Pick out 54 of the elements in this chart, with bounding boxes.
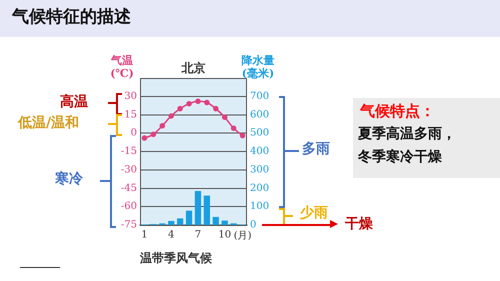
text: 高温 [60,94,88,110]
y-tick-label: 0 [130,128,137,139]
y-axis-title: 气温 (℃) [110,54,134,80]
y2-tick-label: 500 [250,128,270,139]
y-tick-label: -60 [120,201,137,212]
x-tick-label: 1 [141,230,148,241]
text: 夏季高温多雨， [358,126,456,142]
text: 气候特点： [360,102,435,120]
y2-tick-label: 700 [250,90,270,102]
text: 低温/温和 [18,115,80,131]
bar [222,220,228,225]
point [195,98,201,104]
y-tick-label: 30 [124,90,137,102]
point [142,135,148,141]
text: 干燥 [345,216,373,232]
text: 多雨 [302,141,330,157]
text: 寒冷 [55,171,83,187]
point [150,132,156,138]
text: 温带季风气候 [140,251,212,265]
chart-title: 北京 [180,61,206,76]
text: 气候特征的描述 [12,7,131,27]
point [230,125,236,131]
y2-tick-label: 100 [250,201,270,212]
point [213,106,219,112]
x-tick-label: 4 [168,230,174,241]
x-tick-label: 7 [194,230,202,241]
x-tick-label: 10 [218,230,232,241]
y-tick-label: -75 [120,220,137,231]
point [240,132,246,138]
y-tick-label: -15 [120,146,137,158]
bar [194,191,202,225]
bar [186,210,192,225]
text: 冬季寒冷干燥 [358,149,442,165]
x-axis-title: (月) [234,230,252,242]
y2-tick-label: 400 [250,146,270,158]
point [186,100,192,106]
y-tick-label: 15 [124,109,137,120]
y2-tick-label: 300 [250,164,270,176]
point [177,106,183,112]
point [222,114,228,120]
bar [177,218,184,225]
point [168,113,174,119]
point [204,100,210,106]
bar [204,196,210,225]
point [160,123,166,129]
y2-axis-title: 降水量 (毫米) [242,54,274,80]
text: 少雨 [300,205,328,221]
bar [168,220,174,225]
bar [212,216,219,225]
y2-tick-label: 0 [250,220,256,231]
y-tick-label: -45 [120,182,137,194]
y2-tick-label: 200 [250,182,270,194]
y-tick-label: -30 [120,164,137,176]
y2-tick-label: 600 [250,109,270,120]
